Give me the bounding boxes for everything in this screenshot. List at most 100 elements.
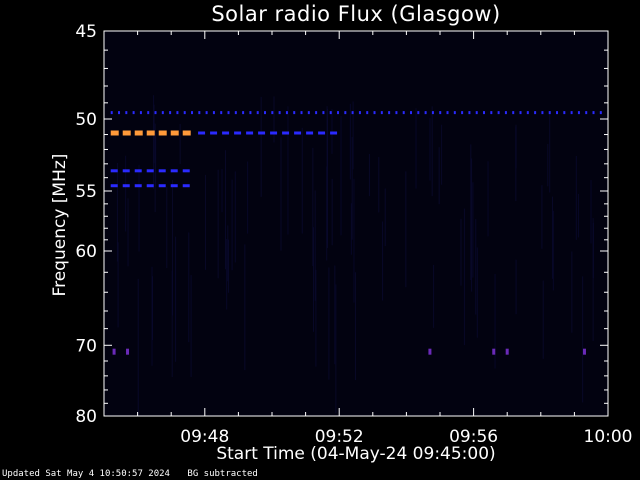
emission-dash — [534, 111, 537, 115]
emission-dash — [110, 130, 119, 136]
x-axis-ticks: 09:48 09:52 09:56 10:00 — [137, 31, 633, 447]
emission-dash — [380, 111, 383, 115]
emission-dash — [158, 169, 166, 173]
emission-dash — [373, 111, 376, 115]
emission-dash — [147, 111, 150, 115]
emission-dash — [293, 111, 296, 115]
emission-dash — [344, 111, 347, 115]
emission-spot — [126, 348, 130, 355]
emission-spot — [582, 348, 586, 355]
emission-dash — [388, 111, 391, 115]
x-tick-label: 10:00 — [584, 427, 633, 447]
emission-dash — [122, 184, 130, 188]
emission-dash — [417, 111, 420, 115]
emission-dash — [315, 111, 318, 115]
emission-dash — [242, 111, 245, 115]
emission-dash — [285, 111, 288, 115]
emission-dash — [134, 130, 143, 136]
y-tick-label: 80 — [75, 407, 97, 427]
x-tick-label: 09:56 — [449, 427, 498, 447]
emission-dash — [125, 111, 128, 115]
emission-spot — [492, 348, 496, 355]
emission-dash — [424, 111, 427, 115]
emission-dash — [154, 111, 157, 115]
emission-dash — [258, 131, 266, 135]
emission-spot — [112, 348, 116, 355]
updated-timestamp: Updated Sat May 4 10:50:57 2024 — [2, 469, 170, 479]
emission-dash — [220, 111, 223, 115]
emission-dash — [453, 111, 456, 115]
emission-dash — [122, 169, 130, 173]
emission-spot — [505, 348, 509, 355]
emission-dash — [278, 111, 281, 115]
y-tick-label: 60 — [75, 242, 97, 262]
emission-dash — [182, 184, 190, 188]
emission-dash — [300, 111, 303, 115]
emission-features — [110, 111, 602, 355]
emission-dash — [210, 131, 218, 135]
emission-dash — [497, 111, 500, 115]
emission-dash — [134, 169, 142, 173]
emission-dash — [139, 111, 142, 115]
emission-dash — [170, 184, 178, 188]
plot-area — [104, 31, 608, 416]
emission-dash — [483, 111, 486, 115]
emission-dash — [461, 111, 464, 115]
y-axis-ticks: 45 50 55 60 70 80 — [75, 22, 608, 427]
y-tick-label: 55 — [75, 182, 97, 202]
emission-dash — [337, 111, 340, 115]
emission-dash — [446, 111, 449, 115]
emission-dash — [599, 111, 602, 115]
emission-dash — [146, 184, 154, 188]
emission-dash — [307, 111, 310, 115]
emission-dash — [246, 131, 254, 135]
emission-dash — [519, 111, 522, 115]
emission-dash — [270, 131, 278, 135]
y-tick-label: 50 — [75, 110, 97, 130]
emission-dash — [222, 131, 230, 135]
emission-dash — [169, 111, 172, 115]
emission-dash — [570, 111, 573, 115]
x-tick-label: 09:48 — [180, 427, 229, 447]
emission-dash — [176, 111, 179, 115]
emission-dash — [512, 111, 515, 115]
emission-dash — [256, 111, 259, 115]
emission-dash — [306, 131, 314, 135]
emission-dash — [191, 111, 194, 115]
emission-dash — [134, 184, 142, 188]
emission-dash — [118, 111, 121, 115]
emission-dash — [439, 111, 442, 115]
emission-dash — [146, 169, 154, 173]
emission-dash — [110, 169, 118, 173]
plot-frame — [103, 30, 609, 417]
emission-dash — [158, 184, 166, 188]
y-tick-label: 70 — [75, 336, 97, 356]
emission-spot — [428, 348, 432, 355]
emission-dash — [548, 111, 551, 115]
emission-dash — [170, 169, 178, 173]
emission-dash — [577, 111, 580, 115]
y-tick-label: 45 — [75, 22, 97, 42]
emission-dash — [329, 111, 332, 115]
emission-dash — [132, 111, 135, 115]
emission-dash — [146, 130, 155, 136]
emission-dash — [592, 111, 595, 115]
emission-dash — [234, 111, 237, 115]
emission-dash — [182, 130, 191, 136]
emission-dash — [198, 111, 201, 115]
bg-subtracted-note: BG subtracted — [187, 469, 258, 479]
emission-dash — [468, 111, 471, 115]
emission-dash — [122, 130, 131, 136]
emission-dash — [585, 111, 588, 115]
emission-dash — [358, 111, 361, 115]
emission-dash — [227, 111, 230, 115]
emission-dash — [322, 111, 325, 115]
emission-dash — [234, 131, 242, 135]
emission-dash — [110, 184, 118, 188]
noise-texture — [116, 95, 594, 416]
emission-dash — [556, 111, 559, 115]
x-tick-label: 09:52 — [315, 427, 364, 447]
emission-dash — [475, 111, 478, 115]
emission-dash — [110, 111, 113, 115]
